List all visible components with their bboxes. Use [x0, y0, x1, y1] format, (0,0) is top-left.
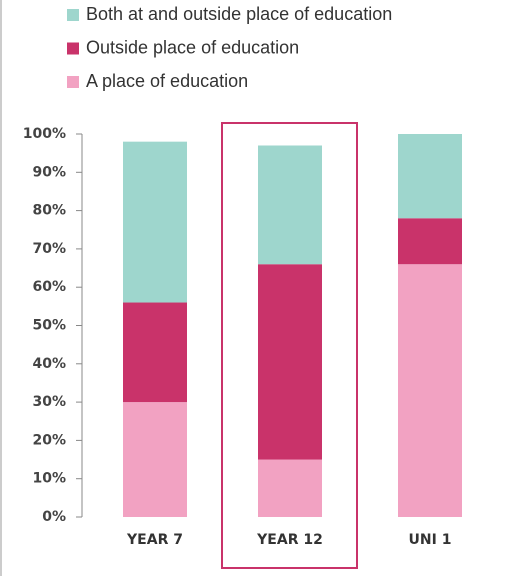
highlight-box — [221, 122, 358, 569]
legend-swatch — [67, 76, 79, 88]
y-tick-label: 70% — [32, 241, 66, 257]
bar-segment — [398, 218, 462, 265]
y-tick-label: 40% — [32, 356, 66, 372]
bar-segment — [398, 264, 462, 517]
y-tick-label: 80% — [32, 203, 66, 219]
y-tick-label: 10% — [32, 471, 66, 487]
legend-swatch — [67, 42, 79, 55]
bar-segment — [258, 459, 322, 517]
bar-segment — [258, 264, 322, 460]
y-tick-label: 0% — [42, 509, 66, 525]
legend-label: A place of education — [86, 71, 248, 91]
bar-segment — [123, 141, 187, 303]
legend-swatch — [67, 9, 79, 21]
legend-label: Outside place of education — [86, 37, 299, 57]
y-tick-label: 60% — [32, 279, 66, 295]
x-tick-label: UNI 1 — [409, 532, 452, 548]
bar-segment — [398, 134, 462, 219]
x-tick-label: YEAR 7 — [126, 532, 183, 548]
bar-segment — [123, 402, 187, 517]
y-tick-label: 100% — [23, 126, 66, 142]
x-tick-label: YEAR 12 — [256, 532, 323, 548]
bar-segment — [258, 145, 322, 265]
legend-label: Both at and outside place of education — [86, 4, 392, 24]
y-tick-label: 90% — [32, 164, 66, 180]
y-tick-label: 20% — [32, 432, 66, 448]
y-tick-label: 50% — [32, 318, 66, 334]
left-border — [0, 0, 2, 576]
bar-segment — [123, 302, 187, 403]
y-tick-label: 30% — [32, 394, 66, 410]
